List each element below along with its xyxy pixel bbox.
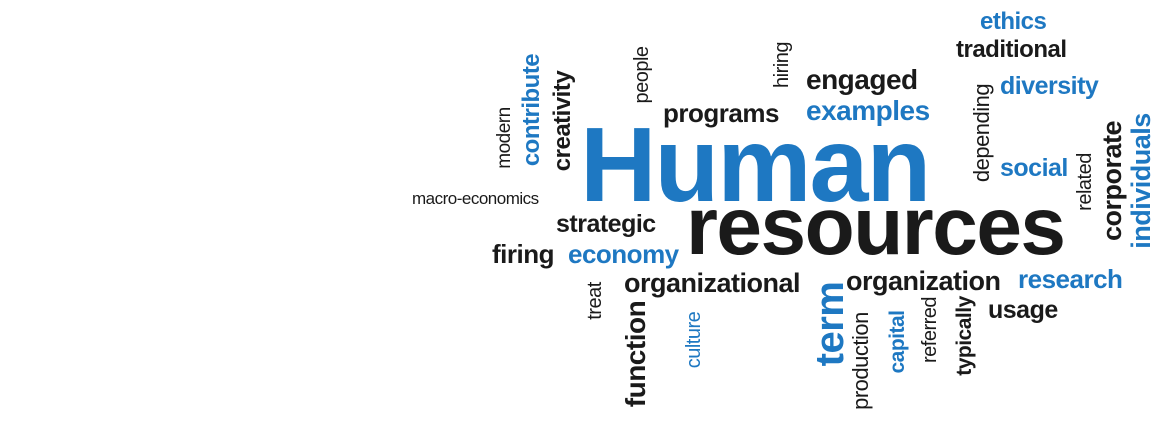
word-social: social bbox=[1000, 154, 1068, 182]
word-programs: programs bbox=[663, 98, 779, 128]
word-strategic: strategic bbox=[556, 210, 656, 238]
word-ethics: ethics bbox=[980, 8, 1047, 35]
word-modern: modern bbox=[494, 107, 515, 169]
word-firing: firing bbox=[492, 239, 555, 269]
word-hiring: hiring bbox=[771, 42, 793, 88]
word-referred: referred bbox=[919, 296, 941, 364]
word-capital: capital bbox=[886, 310, 909, 374]
word-human: Human bbox=[580, 106, 931, 224]
word-examples: examples bbox=[806, 95, 930, 126]
word-production: production bbox=[848, 312, 873, 410]
word-related: related bbox=[1074, 153, 1096, 211]
word-organization: organization bbox=[846, 266, 1001, 296]
word-treat: treat bbox=[584, 282, 606, 320]
word-macro-economics: macro-economics bbox=[412, 189, 539, 208]
word-traditional: traditional bbox=[956, 36, 1067, 63]
word-creativity: creativity bbox=[549, 70, 576, 172]
word-contribute: contribute bbox=[518, 53, 545, 167]
word-typically: typically bbox=[953, 296, 976, 376]
word-depending: depending bbox=[969, 83, 994, 183]
word-people: people bbox=[631, 46, 653, 104]
word-research: research bbox=[1018, 264, 1123, 294]
word-economy: economy bbox=[568, 239, 679, 269]
word-diversity: diversity bbox=[1000, 72, 1099, 100]
word-individuals: individuals bbox=[1126, 113, 1156, 249]
word-organizational: organizational bbox=[624, 268, 801, 298]
word-resources: resources bbox=[686, 181, 1066, 272]
word-engaged: engaged bbox=[806, 64, 918, 95]
word-term: term bbox=[808, 281, 852, 367]
word-culture: culture bbox=[683, 311, 705, 369]
word-function: function bbox=[620, 300, 651, 408]
word-usage: usage bbox=[988, 296, 1058, 324]
word-corporate: corporate bbox=[1097, 120, 1127, 242]
